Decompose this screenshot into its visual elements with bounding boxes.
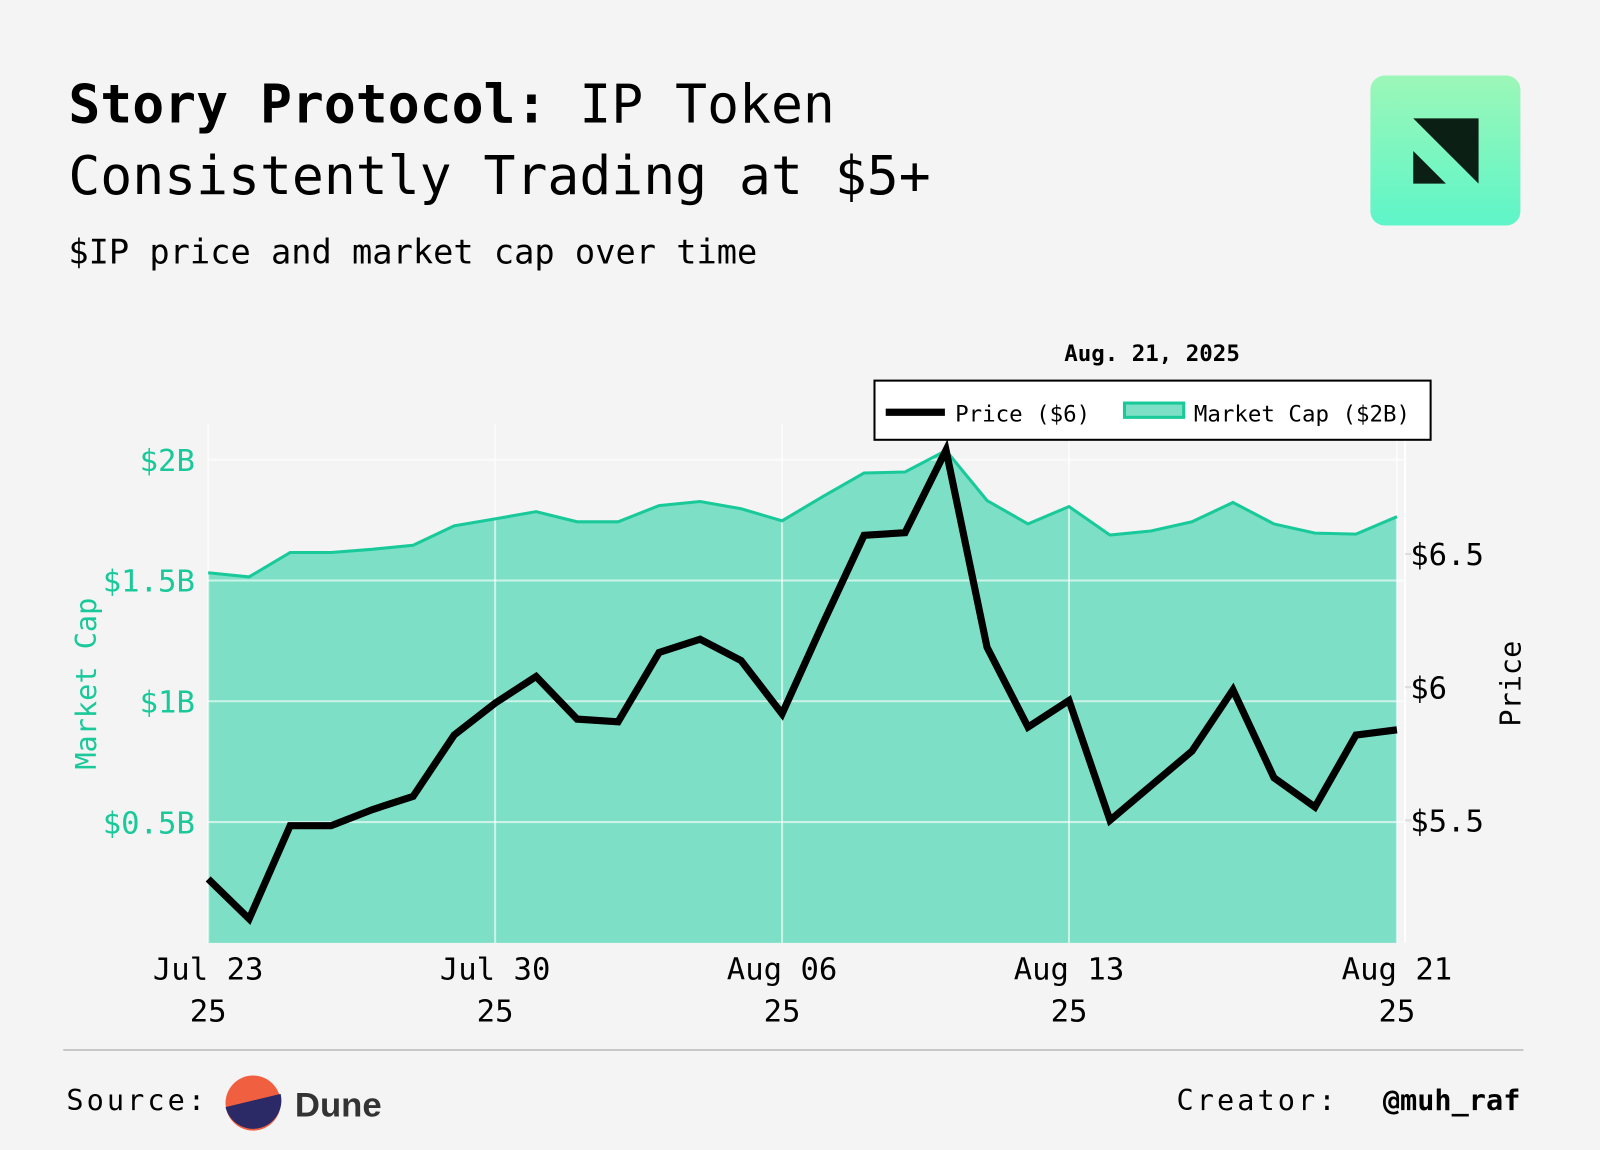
y2-tick-label: $6.5 bbox=[1410, 538, 1484, 573]
market-cap-area bbox=[208, 450, 1397, 943]
x-tick-label: Aug 06 25 bbox=[727, 953, 838, 1030]
logo bbox=[1370, 75, 1521, 226]
y-tick-label: $1B bbox=[140, 686, 195, 721]
x-tick-label: Aug 21 25 bbox=[1342, 953, 1453, 1030]
chart-subtitle: $IP price and market cap over time bbox=[68, 232, 757, 271]
source-name: Dune bbox=[295, 1086, 382, 1124]
creator: @muh_raf bbox=[1383, 1083, 1521, 1117]
y2-tick-label: $6 bbox=[1410, 671, 1447, 706]
title-bold: Story Protocol: bbox=[68, 73, 547, 135]
source-label: Source: bbox=[66, 1083, 208, 1117]
price-line bbox=[205, 439, 1398, 926]
plot-area: OurNetwork$0.5B$1B$1.5B$2B$5.5$6$6.5Jul … bbox=[69, 341, 1527, 1029]
legend-label: Price ($6) bbox=[955, 401, 1090, 427]
y-axis-title: Market Cap bbox=[69, 598, 103, 770]
x-tick-label: Aug 13 25 bbox=[1014, 953, 1125, 1030]
legend-header: Aug. 21, 2025 bbox=[1064, 341, 1240, 367]
x-tick-label: Jul 30 25 bbox=[440, 953, 551, 1030]
title-rest: IP Token bbox=[579, 73, 835, 135]
legend-label: Market Cap ($2B) bbox=[1194, 401, 1410, 427]
y2-tick-label: $5.5 bbox=[1410, 805, 1484, 840]
y-tick-label: $1.5B bbox=[103, 565, 195, 600]
x-tick-label: Jul 23 25 bbox=[153, 953, 264, 1030]
chart-title: Story Protocol: IP Token bbox=[68, 73, 835, 135]
dune-logo bbox=[225, 1075, 282, 1131]
y-tick-label: $2B bbox=[140, 444, 195, 479]
market-cap-line bbox=[208, 448, 1398, 579]
y-tick-label: $0.5B bbox=[103, 806, 195, 841]
legend-swatch bbox=[1122, 401, 1186, 419]
y2-axis-title: Price bbox=[1493, 641, 1527, 727]
chart-title-line2: Consistently Trading at $5+ bbox=[68, 145, 930, 207]
creator-label: Creator: bbox=[1177, 1083, 1339, 1117]
